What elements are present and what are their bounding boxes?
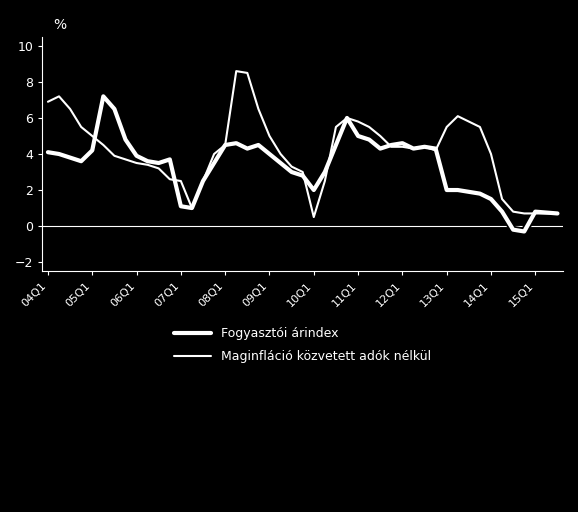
Maginfláció közvetett adók nélkül: [100, 142, 107, 148]
Maginfláció közvetett adók nélkül: [454, 113, 461, 119]
Fogyasztói árindex: [177, 203, 184, 209]
Maginfláció közvetett adók nélkül: [244, 70, 251, 76]
Maginfláció közvetett adók nélkül: [133, 160, 140, 166]
Fogyasztói árindex: [210, 160, 217, 166]
Maginfláció közvetett adók nélkül: [288, 163, 295, 169]
Maginfláció közvetett adók nélkül: [487, 151, 494, 157]
Fogyasztói árindex: [222, 142, 229, 148]
Maginfláció közvetett adók nélkül: [210, 151, 217, 157]
Maginfláció közvetett adók nélkül: [111, 153, 118, 159]
Maginfláció közvetett adók nélkül: [366, 124, 373, 130]
Maginfláció közvetett adók nélkül: [321, 178, 328, 184]
Text: %: %: [53, 18, 66, 32]
Fogyasztói árindex: [454, 187, 461, 193]
Maginfláció közvetett adók nélkül: [155, 165, 162, 172]
Maginfláció közvetett adók nélkül: [543, 210, 550, 217]
Fogyasztói árindex: [465, 189, 472, 195]
Maginfláció közvetett adók nélkül: [377, 133, 384, 139]
Fogyasztói árindex: [343, 115, 350, 121]
Fogyasztói árindex: [543, 209, 550, 216]
Fogyasztói árindex: [244, 145, 251, 152]
Maginfláció közvetett adók nélkül: [499, 196, 506, 202]
Fogyasztói árindex: [277, 160, 284, 166]
Legend: Fogyasztói árindex, Maginfláció közvetett adók nélkül: Fogyasztói árindex, Maginfláció közvetet…: [174, 327, 432, 363]
Maginfláció közvetett adók nélkül: [122, 156, 129, 162]
Fogyasztói árindex: [122, 137, 129, 143]
Fogyasztói árindex: [510, 227, 517, 233]
Fogyasztói árindex: [188, 205, 195, 211]
Fogyasztói árindex: [487, 196, 494, 202]
Maginfláció közvetett adók nélkül: [388, 144, 395, 150]
Maginfláció közvetett adók nélkül: [510, 208, 517, 215]
Fogyasztói árindex: [266, 151, 273, 157]
Fogyasztói árindex: [89, 147, 96, 154]
Fogyasztói árindex: [166, 156, 173, 162]
Maginfláció közvetett adók nélkül: [277, 151, 284, 157]
Fogyasztói árindex: [499, 208, 506, 215]
Fogyasztói árindex: [443, 187, 450, 193]
Maginfláció közvetett adók nélkül: [343, 115, 350, 121]
Maginfláció közvetett adók nélkül: [144, 162, 151, 168]
Fogyasztói árindex: [410, 145, 417, 152]
Maginfláció közvetett adók nélkül: [199, 178, 206, 184]
Fogyasztói árindex: [66, 155, 73, 161]
Fogyasztói árindex: [532, 208, 539, 215]
Fogyasztói árindex: [399, 140, 406, 146]
Fogyasztói árindex: [332, 142, 339, 148]
Fogyasztói árindex: [77, 158, 84, 164]
Fogyasztói árindex: [554, 210, 561, 217]
Fogyasztói árindex: [432, 145, 439, 152]
Maginfláció közvetett adók nélkül: [188, 205, 195, 211]
Fogyasztói árindex: [377, 145, 384, 152]
Maginfláció közvetett adók nélkül: [465, 118, 472, 124]
Fogyasztói árindex: [233, 140, 240, 146]
Fogyasztói árindex: [388, 142, 395, 148]
Maginfláció közvetett adók nélkül: [554, 210, 561, 217]
Maginfláció közvetett adók nélkül: [421, 144, 428, 150]
Maginfláció közvetett adók nélkül: [266, 133, 273, 139]
Maginfláció közvetett adók nélkül: [410, 145, 417, 152]
Maginfláció közvetett adók nélkül: [222, 142, 229, 148]
Maginfláció közvetett adók nélkül: [521, 210, 528, 217]
Maginfláció közvetett adók nélkül: [177, 178, 184, 184]
Line: Maginfláció közvetett adók nélkül: Maginfláció közvetett adók nélkül: [48, 71, 557, 217]
Maginfláció közvetett adók nélkül: [77, 124, 84, 130]
Fogyasztói árindex: [199, 178, 206, 184]
Line: Fogyasztói árindex: Fogyasztói árindex: [48, 96, 557, 231]
Maginfláció közvetett adók nélkül: [255, 106, 262, 112]
Maginfláció közvetett adók nélkül: [399, 144, 406, 150]
Fogyasztói árindex: [366, 137, 373, 143]
Fogyasztói árindex: [421, 144, 428, 150]
Maginfláció közvetett adók nélkül: [355, 118, 362, 124]
Fogyasztói árindex: [521, 228, 528, 234]
Fogyasztói árindex: [321, 169, 328, 175]
Maginfláció közvetett adók nélkül: [66, 106, 73, 112]
Fogyasztói árindex: [288, 169, 295, 175]
Fogyasztói árindex: [476, 190, 483, 197]
Maginfláció közvetett adók nélkül: [476, 124, 483, 130]
Fogyasztói árindex: [310, 187, 317, 193]
Maginfláció közvetett adók nélkül: [89, 133, 96, 139]
Maginfláció közvetett adók nélkül: [432, 147, 439, 154]
Maginfláció közvetett adók nélkül: [55, 93, 62, 99]
Fogyasztói árindex: [133, 153, 140, 159]
Maginfláció közvetett adók nélkül: [332, 124, 339, 130]
Fogyasztói árindex: [355, 133, 362, 139]
Maginfláció közvetett adók nélkül: [299, 169, 306, 175]
Fogyasztói árindex: [100, 93, 107, 99]
Fogyasztói árindex: [45, 149, 51, 155]
Maginfláció közvetett adók nélkül: [233, 68, 240, 74]
Maginfláció közvetett adók nélkül: [443, 124, 450, 130]
Fogyasztói árindex: [144, 158, 151, 164]
Maginfláció közvetett adók nélkül: [166, 176, 173, 182]
Fogyasztói árindex: [155, 160, 162, 166]
Fogyasztói árindex: [255, 142, 262, 148]
Maginfláció közvetett adók nélkül: [310, 214, 317, 220]
Maginfláció közvetett adók nélkül: [45, 99, 51, 105]
Fogyasztói árindex: [299, 173, 306, 179]
Maginfláció közvetett adók nélkül: [532, 210, 539, 217]
Fogyasztói árindex: [111, 106, 118, 112]
Fogyasztói árindex: [55, 151, 62, 157]
